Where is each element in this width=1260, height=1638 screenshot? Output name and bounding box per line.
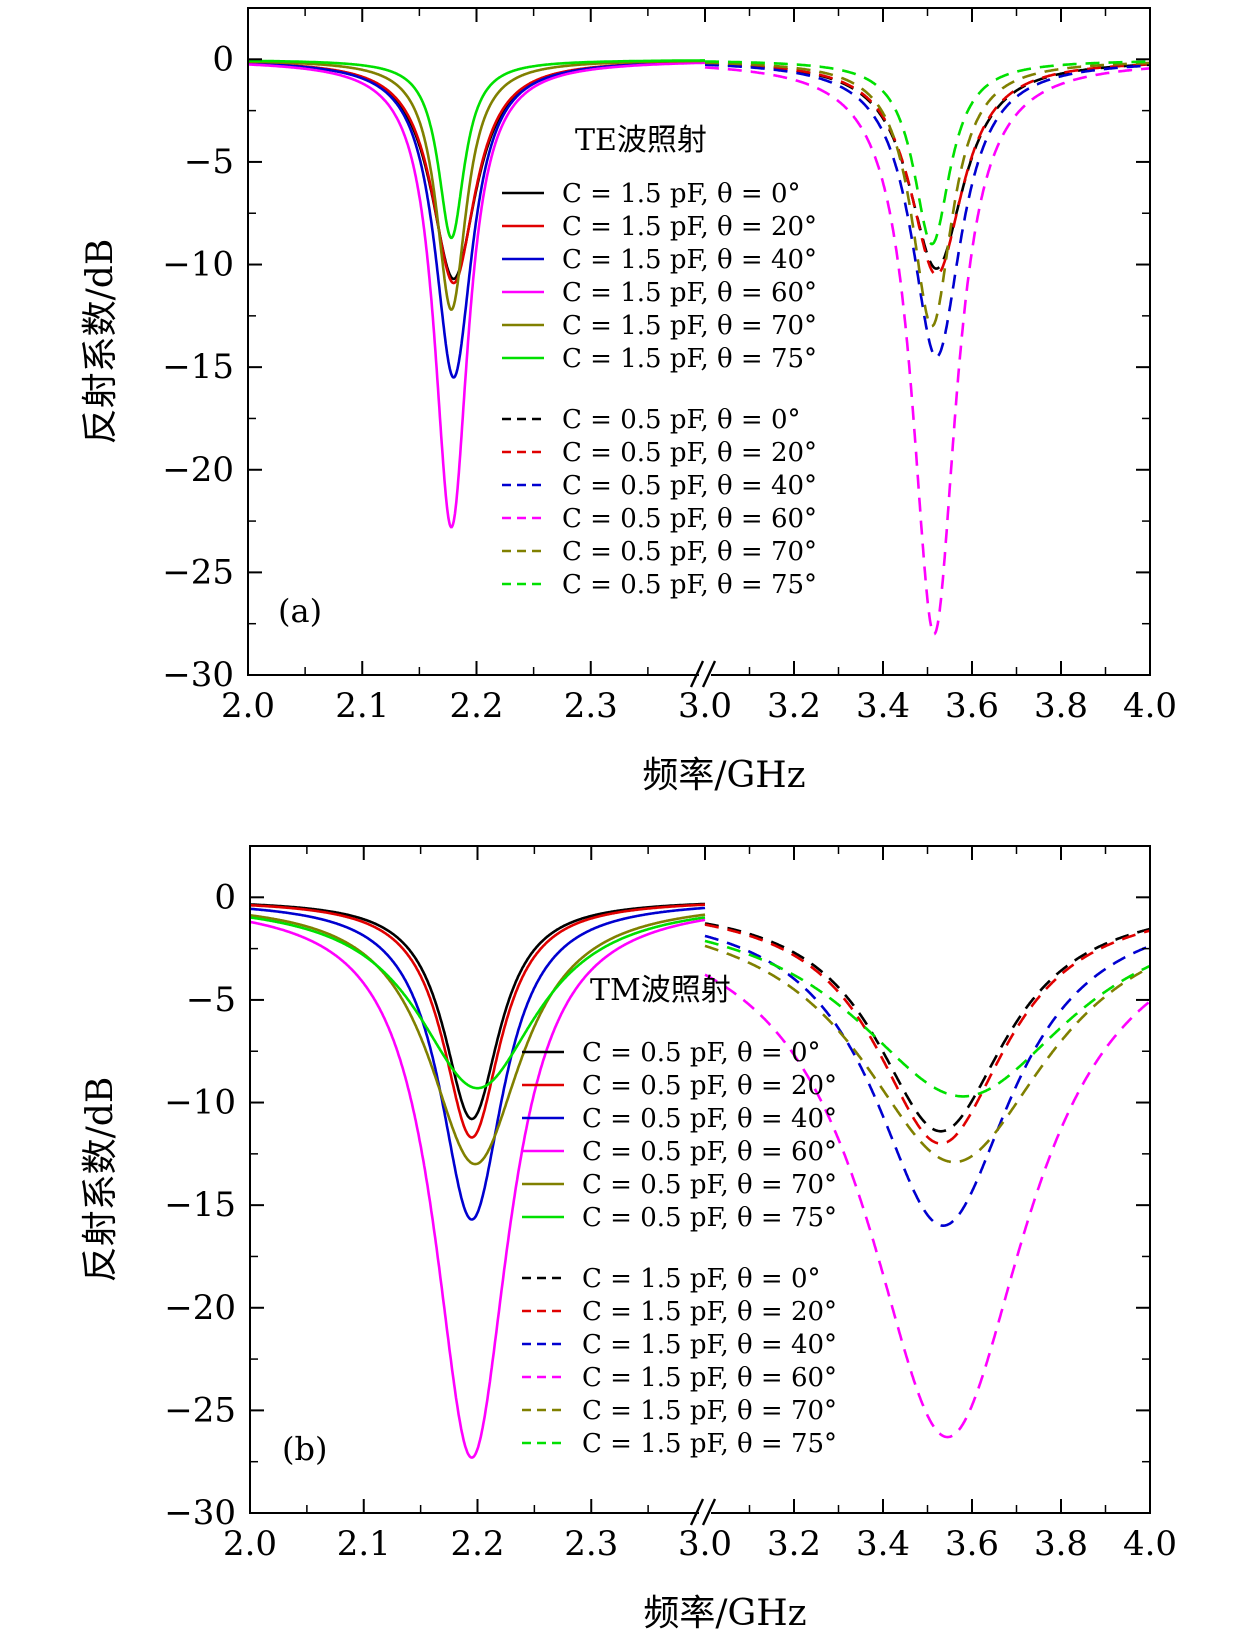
x-tick-label: 2.2 bbox=[450, 1524, 504, 1564]
legend-label: C = 0.5 pF, θ = 20° bbox=[562, 438, 817, 468]
y-tick-label: −20 bbox=[162, 450, 234, 490]
series-line-8 bbox=[705, 62, 1150, 277]
x-tick-label: 3.2 bbox=[767, 1524, 821, 1564]
y-tick-label: −5 bbox=[184, 142, 234, 182]
x-tick-label: 3.8 bbox=[1034, 1524, 1088, 1564]
legend-label: C = 0.5 pF, θ = 60° bbox=[562, 504, 817, 534]
y-tick-label: −15 bbox=[162, 347, 234, 387]
x-tick-label: 3.6 bbox=[945, 686, 999, 726]
y-tick-label: −25 bbox=[164, 1390, 236, 1430]
axis-break-mark bbox=[701, 1498, 717, 1526]
axis-break-gap bbox=[699, 1499, 711, 1527]
y-axis-title: 反射系数/dB bbox=[80, 1077, 121, 1283]
x-tick-label: 2.3 bbox=[564, 686, 618, 726]
y-tick-label: −30 bbox=[164, 1493, 236, 1533]
axis-break-mark bbox=[689, 660, 705, 688]
x-tick-label: 3.0 bbox=[678, 686, 732, 726]
x-tick-label: 3.0 bbox=[678, 1524, 732, 1564]
legend-label: C = 0.5 pF, θ = 20° bbox=[582, 1071, 837, 1101]
series-line-2 bbox=[250, 903, 705, 1139]
legend-label: C = 0.5 pF, θ = 0° bbox=[562, 405, 801, 435]
y-tick-label: −30 bbox=[162, 655, 234, 695]
legend-label: C = 0.5 pF, θ = 60° bbox=[582, 1137, 837, 1167]
legend-label: C = 0.5 pF, θ = 75° bbox=[562, 570, 817, 600]
series-line-7 bbox=[704, 922, 1150, 1133]
series-line-1 bbox=[250, 902, 705, 1121]
y-tick-label: 0 bbox=[212, 39, 234, 79]
y-tick-label: −15 bbox=[164, 1185, 236, 1225]
legend-title: TE波照射 bbox=[575, 123, 707, 158]
legend: TE波照射 C = 1.5 pF, θ = 0°C = 1.5 pF, θ = 2… bbox=[502, 123, 817, 600]
legend-label: C = 0.5 pF, θ = 40° bbox=[582, 1104, 837, 1134]
series-line-10 bbox=[704, 973, 1150, 1439]
legend-label: C = 1.5 pF, θ = 20° bbox=[582, 1297, 837, 1327]
x-tick-label: 4.0 bbox=[1123, 1524, 1177, 1564]
legend-label: C = 0.5 pF, θ = 70° bbox=[562, 537, 817, 567]
series-line-6 bbox=[248, 59, 705, 240]
legend-label: C = 0.5 pF, θ = 70° bbox=[582, 1170, 837, 1200]
legend-label: C = 1.5 pF, θ = 60° bbox=[562, 278, 817, 308]
legend-label: C = 1.5 pF, θ = 60° bbox=[582, 1363, 837, 1393]
series-line-11 bbox=[704, 944, 1150, 1164]
series-line-12 bbox=[704, 939, 1150, 1098]
legend: TM波照射 C = 0.5 pF, θ = 0°C = 0.5 pF, θ = 2… bbox=[522, 973, 837, 1459]
panel-label: (a) bbox=[278, 592, 322, 630]
y-tick-label: −5 bbox=[186, 980, 236, 1020]
y-tick-label: −25 bbox=[162, 552, 234, 592]
series-line-5 bbox=[250, 913, 706, 1166]
y-tick-label: −20 bbox=[164, 1288, 236, 1328]
x-tick-label: 3.6 bbox=[945, 1524, 999, 1564]
series-line-10 bbox=[704, 66, 1150, 636]
legend-label: C = 1.5 pF, θ = 20° bbox=[562, 212, 817, 242]
series-line-12 bbox=[705, 60, 1150, 246]
axis-break-mark bbox=[701, 660, 717, 688]
axis-break-mark bbox=[689, 1498, 705, 1526]
y-tick-label: −10 bbox=[162, 245, 234, 285]
y-axis-title: 反射系数/dB bbox=[80, 239, 121, 445]
legend-label: C = 0.5 pF, θ = 75° bbox=[582, 1203, 837, 1233]
legend-label: C = 1.5 pF, θ = 0° bbox=[562, 179, 801, 209]
series-line-3 bbox=[250, 906, 706, 1221]
series-line-8 bbox=[704, 923, 1150, 1145]
legend-label: C = 0.5 pF, θ = 0° bbox=[582, 1038, 821, 1068]
legend-title: TM波照射 bbox=[590, 973, 731, 1008]
legend-label: C = 1.5 pF, θ = 0° bbox=[582, 1264, 821, 1294]
legend-label: C = 1.5 pF, θ = 40° bbox=[562, 245, 817, 275]
series-line-6 bbox=[250, 916, 706, 1090]
legend-label: C = 1.5 pF, θ = 40° bbox=[582, 1330, 837, 1360]
x-axis-title: 频率/GHz bbox=[643, 1593, 806, 1634]
plot-area bbox=[250, 902, 1150, 1459]
x-tick-label: 2.2 bbox=[449, 686, 503, 726]
x-axis-title: 频率/GHz bbox=[642, 755, 805, 796]
x-tick-label: 2.0 bbox=[223, 1524, 277, 1564]
plot-area bbox=[248, 59, 1150, 636]
y-tick-label: −10 bbox=[164, 1083, 236, 1123]
chart-panel-b: 0 −5 −10 −15 −20 −25 −302.0 2.1 2.2 2.3 3.0 3.2 3.4 3… bbox=[80, 845, 1177, 1634]
x-tick-label: 2.3 bbox=[564, 1524, 618, 1564]
legend-label: C = 1.5 pF, θ = 75° bbox=[582, 1429, 837, 1459]
chart-panel-a: 0 −5 −10 −15 −20 −25 −302.0 2.1 2.2 2.3 3.0 3.2 3.4 3… bbox=[80, 7, 1177, 796]
legend-label: C = 1.5 pF, θ = 70° bbox=[582, 1396, 837, 1426]
series-line-9 bbox=[705, 63, 1150, 359]
x-tick-label: 3.4 bbox=[856, 1524, 910, 1564]
legend-label: C = 1.5 pF, θ = 70° bbox=[562, 311, 817, 341]
x-tick-label: 3.2 bbox=[767, 686, 821, 726]
series-line-4 bbox=[248, 61, 705, 529]
x-tick-label: 3.8 bbox=[1034, 686, 1088, 726]
x-tick-label: 4.0 bbox=[1123, 686, 1177, 726]
x-tick-label: 3.4 bbox=[856, 686, 910, 726]
legend-label: C = 1.5 pF, θ = 75° bbox=[562, 344, 817, 374]
x-tick-label: 2.1 bbox=[335, 686, 389, 726]
axis-break-gap bbox=[699, 661, 711, 689]
series-line-4 bbox=[250, 918, 706, 1459]
y-tick-label: 0 bbox=[214, 877, 236, 917]
legend-label: C = 0.5 pF, θ = 40° bbox=[562, 471, 817, 501]
x-tick-label: 2.0 bbox=[221, 686, 275, 726]
x-tick-label: 2.1 bbox=[337, 1524, 391, 1564]
series-line-11 bbox=[705, 61, 1150, 328]
panel-label: (b) bbox=[282, 1430, 327, 1468]
